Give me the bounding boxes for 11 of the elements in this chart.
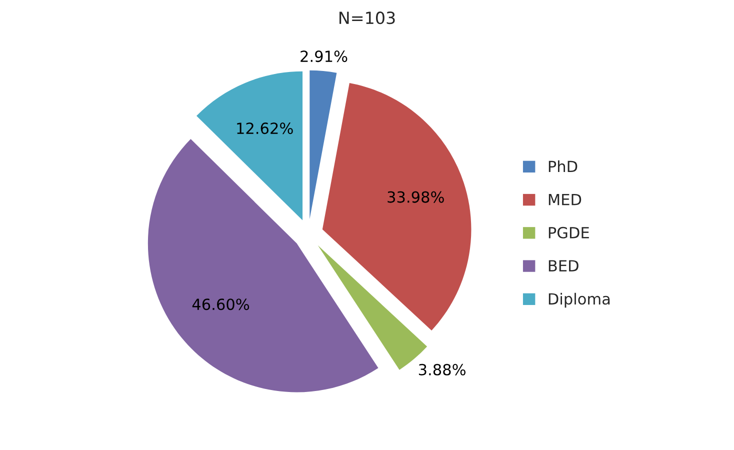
chart-title: N=103	[340, 12, 395, 24]
data-label: 12.62%	[237, 122, 293, 134]
data-label: 46.60%	[192, 298, 250, 310]
data-label: 3.88%	[418, 364, 466, 376]
data-label: 33.98%	[388, 191, 444, 203]
legend-label: Diploma	[548, 292, 610, 308]
legend-label: MED	[548, 194, 582, 206]
legend-label: PhD	[548, 160, 578, 172]
data-label: 2.91%	[300, 50, 348, 62]
legend-label: PGDE	[548, 226, 589, 238]
legend-label: BED	[548, 260, 578, 272]
